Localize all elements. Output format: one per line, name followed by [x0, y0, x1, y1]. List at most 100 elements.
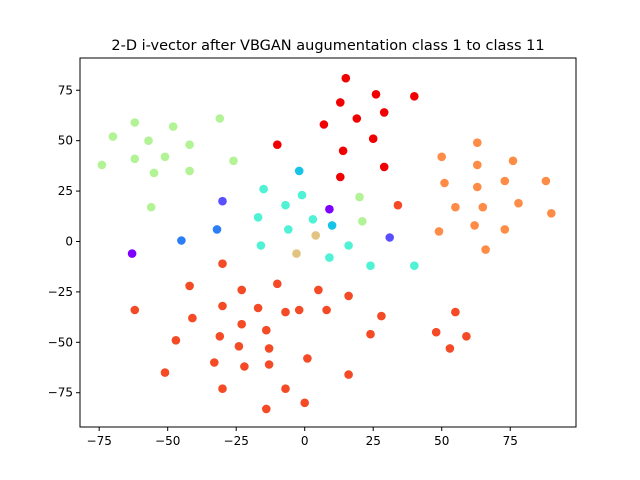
scatter-point: [344, 291, 353, 301]
scatter-point: [108, 132, 118, 141]
scatter-point: [218, 259, 227, 269]
scatter-point: [229, 156, 238, 166]
chart-title: 2-D i-vector after VBGAN augumentation c…: [111, 38, 544, 54]
scatter-point: [281, 384, 290, 394]
scatter-point: [212, 225, 222, 234]
scatter-point: [130, 118, 140, 127]
scatter-point: [338, 146, 348, 156]
scatter-point: [264, 360, 274, 369]
scatter-point: [500, 176, 510, 186]
scatter-point: [218, 301, 227, 311]
scatter-point: [264, 344, 274, 353]
scatter-point: [336, 172, 345, 182]
scatter-point: [237, 319, 246, 329]
x-tick-label: −25: [224, 434, 249, 448]
scatter-point: [344, 241, 353, 250]
scatter-point: [385, 233, 395, 242]
scatter-point: [451, 202, 460, 212]
scatter-point: [393, 200, 403, 210]
scatter-point: [97, 160, 107, 170]
scatter-point: [234, 342, 244, 351]
scatter-point: [273, 140, 282, 149]
x-tick-label: −50: [155, 434, 180, 448]
scatter-point: [185, 166, 194, 176]
scatter-point: [478, 202, 488, 212]
scatter-point: [371, 90, 381, 99]
scatter-point: [160, 368, 170, 377]
scatter-point: [437, 152, 447, 162]
scatter-point: [292, 249, 301, 258]
scatter-point: [237, 285, 246, 295]
scatter-point: [168, 122, 178, 131]
scatter-point: [281, 200, 290, 210]
scatter-point: [431, 327, 441, 337]
scatter-point: [327, 221, 337, 230]
y-tick-label: 50: [58, 134, 73, 148]
scatter-point: [379, 108, 389, 117]
scatter-point: [473, 160, 482, 170]
scatter-point: [355, 192, 364, 202]
scatter-point: [130, 305, 140, 315]
y-tick-label: 75: [58, 83, 73, 97]
y-tick-label: 0: [65, 234, 73, 248]
scatter-point: [319, 120, 329, 129]
scatter-point: [308, 215, 318, 224]
scatter-point: [344, 370, 353, 379]
scatter-point: [256, 241, 266, 250]
scatter-point: [366, 261, 375, 271]
scatter-point: [210, 358, 219, 367]
scatter-point: [508, 156, 518, 166]
scatter-point: [171, 336, 181, 345]
scatter-point: [218, 196, 227, 206]
scatter-point: [185, 281, 194, 291]
plot-frame: [79, 57, 577, 428]
scatter-point: [259, 184, 268, 194]
scatter-point: [336, 98, 345, 107]
scatter-point: [281, 307, 290, 317]
scatter-point: [297, 190, 307, 200]
scatter-point: [473, 138, 482, 147]
scatter-point: [325, 204, 334, 214]
scatter-point: [368, 134, 378, 143]
scatter-point: [149, 168, 159, 178]
scatter-point: [366, 329, 375, 339]
scatter-point: [451, 307, 460, 317]
scatter-point: [215, 114, 225, 123]
y-tick-label: −25: [48, 285, 73, 299]
x-tick-label: 50: [434, 434, 449, 448]
scatter-point: [481, 245, 490, 254]
scatter-point: [325, 253, 334, 262]
scatter-point: [470, 221, 479, 230]
scatter-point: [177, 236, 186, 245]
scatter-point: [547, 209, 556, 218]
scatter-point: [440, 178, 449, 188]
scatter-point: [130, 154, 140, 164]
scatter-point: [377, 311, 386, 321]
x-tick-label: −75: [87, 434, 112, 448]
scatter-point: [185, 140, 194, 149]
scatter-point: [160, 152, 170, 162]
scatter-point: [215, 332, 225, 341]
scatter-point: [300, 398, 310, 408]
x-tick-label: 0: [301, 434, 309, 448]
scatter-point: [514, 198, 523, 208]
y-tick-label: 25: [58, 184, 73, 198]
scatter-point: [410, 261, 419, 271]
scatter-point: [294, 166, 304, 176]
scatter-point: [218, 384, 227, 394]
scatter-point: [410, 92, 419, 101]
x-tick-label: 25: [366, 434, 381, 448]
scatter-point: [294, 305, 304, 315]
scatter-point: [303, 354, 312, 363]
scatter-point: [352, 114, 362, 123]
data-points: [97, 73, 556, 414]
scatter-point: [445, 344, 455, 353]
scatter-point: [273, 279, 282, 289]
scatter-point: [284, 225, 293, 234]
scatter-point: [253, 303, 263, 313]
y-tick-label: −75: [48, 386, 73, 400]
scatter-point: [311, 231, 321, 240]
scatter-point: [146, 202, 156, 212]
